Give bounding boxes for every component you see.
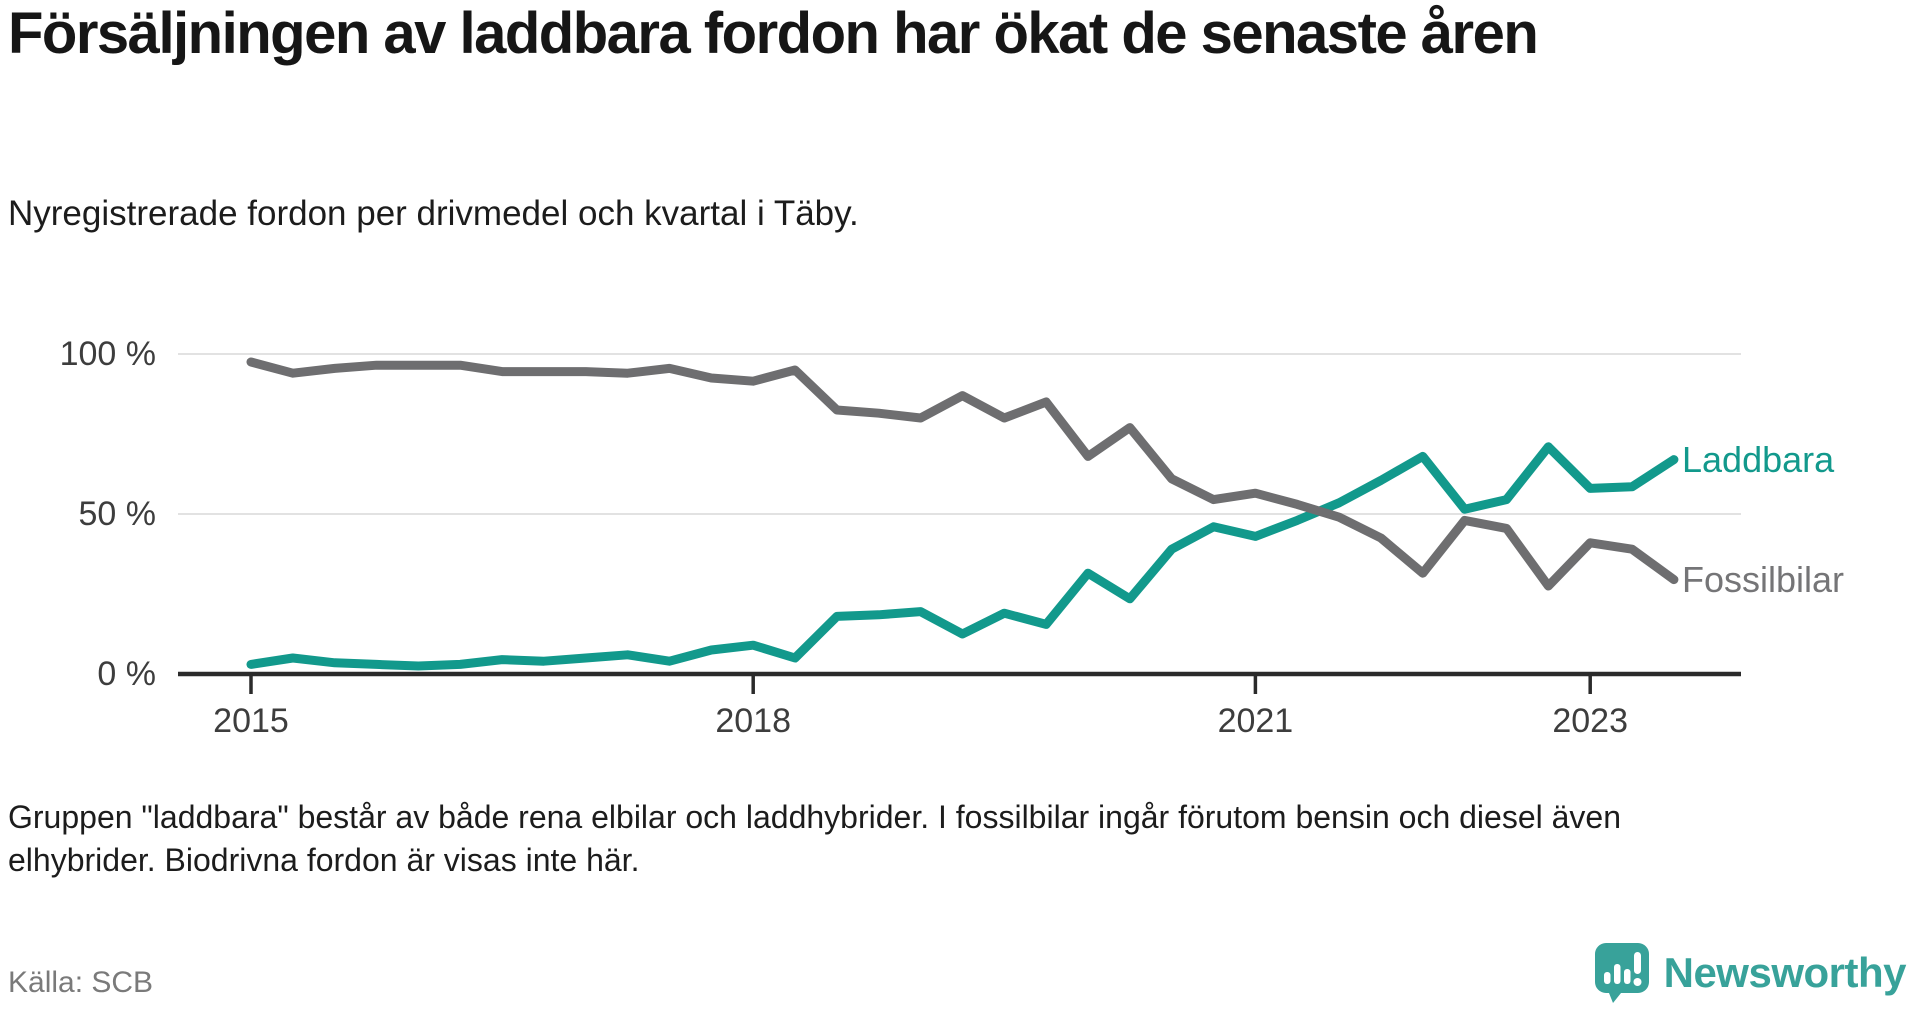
source-caption: Källa: SCB xyxy=(8,966,154,999)
series-line-laddbara xyxy=(246,442,1679,671)
x-axis-label-2023: 2023 xyxy=(1552,702,1628,740)
x-axis-label-2021: 2021 xyxy=(1217,702,1294,740)
newsworthy-wordmark: Newsworthy xyxy=(1663,949,1907,996)
chart-footnote: Gruppen "laddbara" består av både rena e… xyxy=(8,799,1622,878)
gridlines xyxy=(178,353,1741,515)
series-label-laddbara: Laddbara xyxy=(1682,438,1835,480)
x-axis-label-2015: 2015 xyxy=(213,702,289,740)
chart-subtitle: Nyregistrerade fordon per drivmedel och … xyxy=(8,194,859,233)
series-lines xyxy=(246,357,1679,671)
y-axis-label-0: 0 % xyxy=(97,655,156,693)
chart-title: Försäljningen av laddbara fordon har öka… xyxy=(8,1,1539,66)
x-axis xyxy=(178,671,1741,694)
newsworthy-logo: Newsworthy xyxy=(1594,942,1907,1004)
y-axis-label-50: 50 % xyxy=(78,495,157,533)
series-label-fossilbilar: Fossilbilar xyxy=(1682,558,1845,600)
y-axis-label-100: 100 % xyxy=(59,335,156,373)
newsworthy-bubble-chart-icon xyxy=(1594,943,1649,1003)
x-axis-label-2018: 2018 xyxy=(715,702,791,740)
series-line-fossilbilar xyxy=(246,357,1679,591)
